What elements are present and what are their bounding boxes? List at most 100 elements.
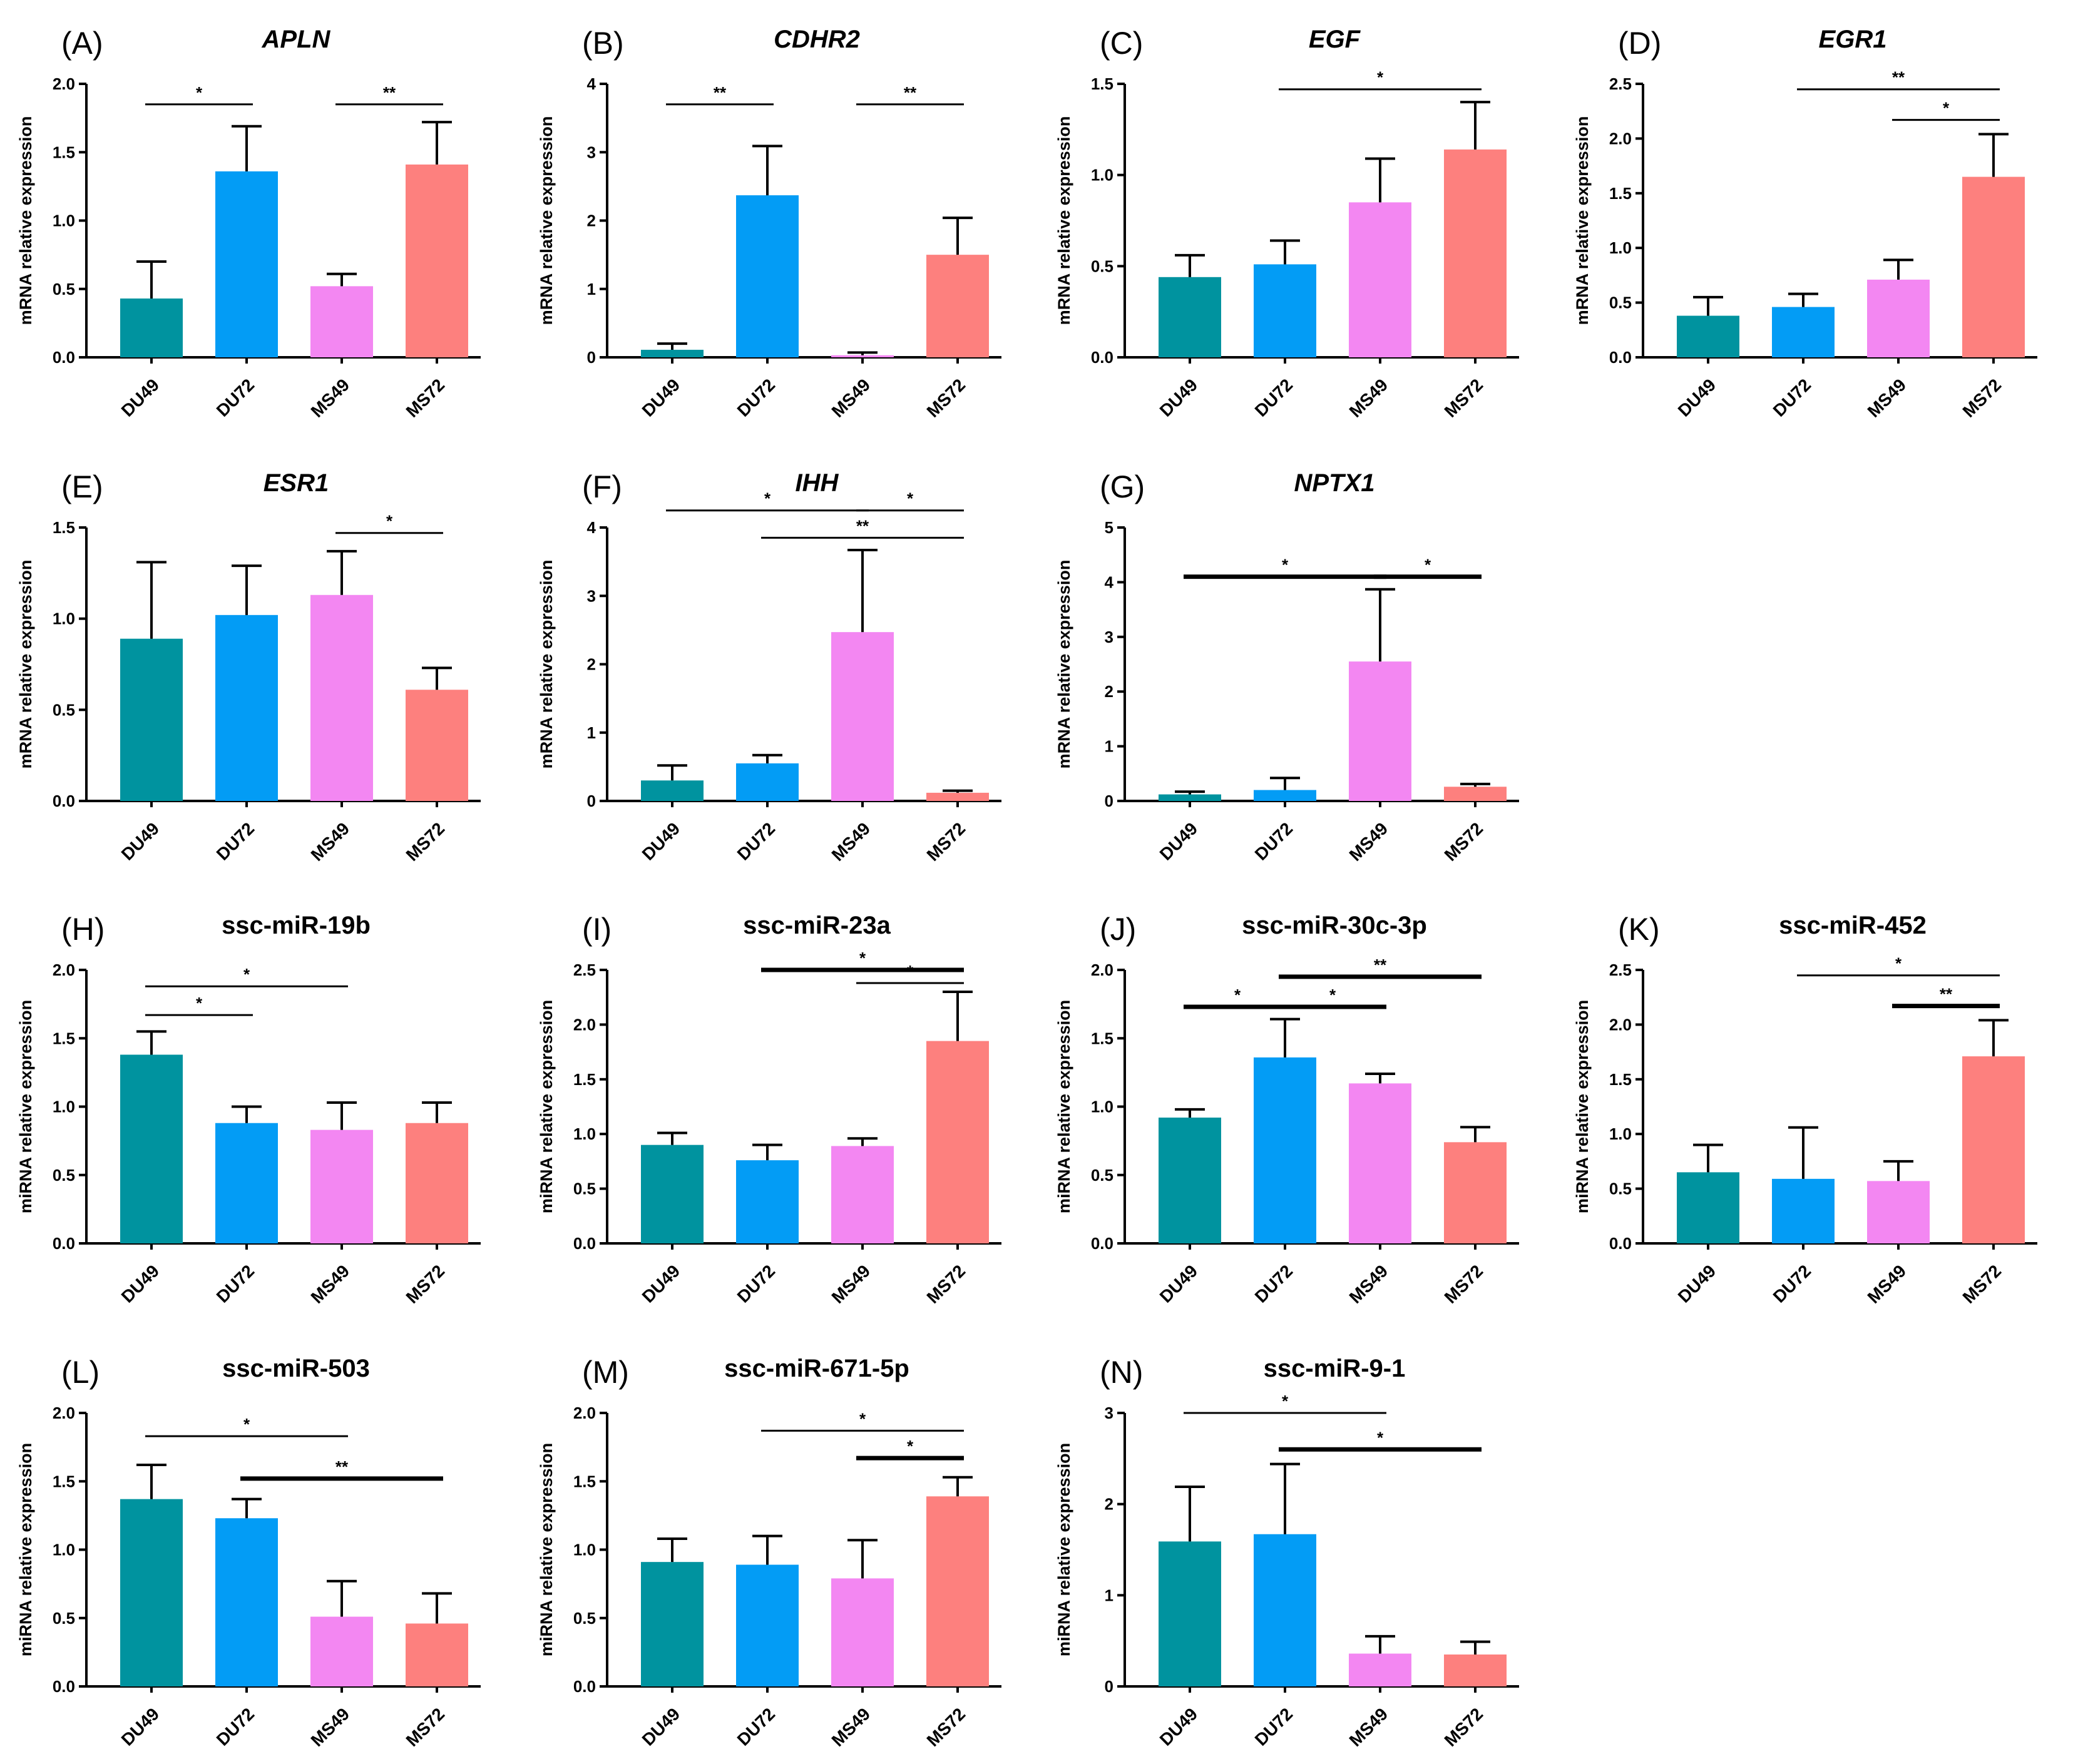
- x-tick-label: MS72: [923, 1261, 970, 1307]
- y-tick-label: 1.0: [573, 1541, 596, 1559]
- y-tick-label: 0.0: [1091, 1234, 1113, 1253]
- y-tick-label: 1.0: [53, 1098, 75, 1116]
- y-tick-label: 3: [1105, 1404, 1113, 1422]
- bar-ms49: [1349, 1083, 1411, 1243]
- y-tick-label: 2.0: [1609, 129, 1632, 148]
- bar-ms72: [406, 1623, 468, 1686]
- bar-du49: [120, 1054, 183, 1243]
- x-tick-label: MS49: [307, 1261, 354, 1307]
- x-tick-label: MS49: [828, 1261, 874, 1307]
- x-tick-label: DU49: [118, 1261, 163, 1307]
- y-tick-label: 0.5: [573, 1180, 596, 1198]
- x-tick-label: DU49: [118, 375, 163, 421]
- significance-label: *: [1282, 1392, 1289, 1410]
- y-tick-label: 1.5: [53, 1029, 75, 1048]
- bar-ms49: [310, 594, 373, 801]
- chart-title: ESR1: [264, 469, 329, 497]
- y-tick-label: 1.5: [1609, 184, 1632, 203]
- significance-label: *: [907, 489, 914, 508]
- y-tick-label: 4: [587, 74, 596, 93]
- panel-10: (K) ssc-miR-452 miRNA relative expression 0…: [1573, 912, 2037, 1307]
- y-axis-label: mRNA relative expression: [537, 116, 556, 325]
- y-tick-label: 0.0: [1609, 1234, 1632, 1253]
- y-tick-label: 0: [1105, 792, 1113, 810]
- y-tick-label: 0.5: [573, 1609, 596, 1628]
- x-tick-label: DU49: [118, 1704, 163, 1750]
- bar-du72: [736, 195, 799, 357]
- y-axis-label: miRNA relative expression: [16, 1000, 35, 1213]
- bar-ms72: [406, 164, 468, 357]
- significance-label: *: [243, 1415, 250, 1434]
- x-tick-label: MS49: [307, 818, 354, 865]
- y-tick-label: 0.0: [53, 348, 75, 367]
- y-axis-label: miRNA relative expression: [537, 1443, 556, 1656]
- bar-du49: [641, 780, 704, 801]
- x-tick-label: MS72: [402, 1261, 449, 1307]
- x-tick-label: DU72: [734, 818, 779, 864]
- bar-ms72: [926, 1041, 989, 1243]
- y-tick-label: 0.0: [53, 1234, 75, 1253]
- bar-du49: [120, 638, 183, 801]
- bar-du72: [736, 1160, 799, 1243]
- chart-title: CDHR2: [774, 26, 860, 53]
- bar-ms72: [926, 1496, 989, 1686]
- x-tick-label: MS49: [828, 818, 874, 865]
- y-tick-label: 1.0: [573, 1124, 596, 1143]
- y-tick-label: 1.5: [1091, 74, 1113, 93]
- chart-title: ssc-miR-9-1: [1264, 1355, 1406, 1382]
- bar-ms49: [1349, 202, 1411, 357]
- x-tick-label: MS72: [1441, 375, 1487, 421]
- x-tick-label: DU49: [1156, 818, 1202, 864]
- significance-label: *: [196, 83, 203, 102]
- x-tick-label: MS72: [402, 818, 449, 865]
- y-tick-label: 2.0: [1091, 961, 1113, 979]
- significance-label: *: [1329, 986, 1336, 1004]
- significance-label: *: [907, 1437, 914, 1456]
- y-axis-label: miRNA relative expression: [16, 1443, 35, 1656]
- y-tick-label: 2: [1105, 1495, 1113, 1514]
- x-tick-label: DU72: [213, 818, 258, 864]
- bar-du72: [736, 763, 799, 801]
- panel-2: (C) EGF mRNA relative expression 0.0 0.5 1.0 1…: [1055, 26, 1519, 421]
- y-tick-label: 1: [587, 723, 596, 742]
- x-tick-label: MS49: [1346, 1261, 1392, 1307]
- bar-du49: [1159, 277, 1221, 357]
- bar-du49: [1677, 315, 1739, 357]
- significance-label: **: [714, 83, 727, 102]
- bar-du72: [1254, 790, 1316, 801]
- bar-ms49: [310, 1616, 373, 1686]
- panel-letter: (N): [1100, 1355, 1143, 1390]
- panel-13: (N) ssc-miR-9-1 miRNA relative expression 0…: [1055, 1355, 1519, 1750]
- y-tick-label: 2.0: [53, 961, 75, 979]
- y-tick-label: 2.0: [573, 1015, 596, 1034]
- bar-du49: [1677, 1172, 1739, 1243]
- panel-9: (J) ssc-miR-30c-3p miRNA relative expressi…: [1055, 912, 1519, 1307]
- y-tick-label: 0.5: [1609, 1180, 1632, 1198]
- bar-ms72: [1444, 1142, 1507, 1243]
- bar-du49: [1159, 1541, 1221, 1686]
- panel-letter: (B): [582, 26, 624, 61]
- x-tick-label: MS49: [1346, 818, 1392, 865]
- x-tick-label: DU72: [213, 375, 258, 421]
- bar-ms49: [1867, 1181, 1930, 1243]
- bar-ms49: [1349, 661, 1411, 801]
- y-axis-label: miRNA relative expression: [1573, 1000, 1592, 1213]
- x-tick-label: MS72: [1441, 1704, 1487, 1750]
- x-tick-label: DU49: [1156, 375, 1202, 421]
- significance-label: **: [856, 516, 869, 535]
- bar-du49: [120, 298, 183, 357]
- significance-label: *: [243, 965, 250, 984]
- x-tick-label: DU72: [213, 1704, 258, 1750]
- chart-title: ssc-miR-452: [1779, 912, 1927, 939]
- x-tick-label: MS49: [1864, 1261, 1910, 1307]
- y-tick-label: 3: [587, 586, 596, 605]
- y-axis-label: mRNA relative expression: [16, 116, 35, 325]
- x-tick-label: MS49: [828, 375, 874, 421]
- bar-ms72: [1962, 1056, 2025, 1243]
- y-tick-label: 3: [1105, 628, 1113, 646]
- x-tick-label: MS49: [307, 375, 354, 421]
- y-tick-label: 2.0: [1609, 1015, 1632, 1034]
- y-tick-label: 4: [1105, 573, 1114, 591]
- bar-du72: [1772, 1178, 1835, 1243]
